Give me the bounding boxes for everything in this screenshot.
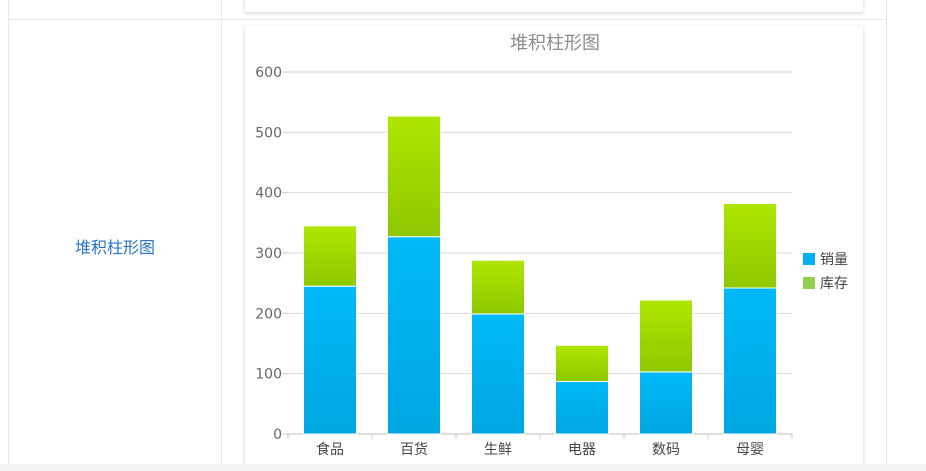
- x-tick-label: 数码: [652, 442, 680, 458]
- legend-label-0[interactable]: 销量: [820, 252, 848, 268]
- previous-chart-card: [245, 0, 863, 12]
- chart-title: 堆积柱形图: [510, 33, 600, 54]
- legend-swatch-0[interactable]: [803, 253, 815, 265]
- bar-sales-4[interactable]: [639, 371, 693, 435]
- x-tick-label: 食品: [316, 441, 344, 458]
- x-tick-label: 电器: [568, 442, 596, 458]
- y-tick-label: 600: [255, 65, 282, 81]
- y-tick-label: 200: [255, 306, 282, 322]
- y-tick-label: 400: [255, 186, 282, 202]
- bar-stock-3[interactable]: [555, 344, 609, 383]
- row-label-text[interactable]: 堆积柱形图: [74, 237, 155, 257]
- y-tick-label: 100: [255, 367, 282, 383]
- x-tick-label: 百货: [400, 441, 428, 458]
- bar-sales-2[interactable]: [471, 313, 525, 435]
- bar-sales-1[interactable]: [387, 236, 441, 435]
- bar-stock-5[interactable]: [723, 203, 777, 289]
- x-tick-label: 生鲜: [484, 442, 512, 458]
- table-column-divider: [221, 0, 222, 471]
- bar-stock-0[interactable]: [303, 225, 357, 287]
- bar-sales-3[interactable]: [555, 381, 609, 435]
- stacked-bar-chart-card: 堆积柱形图 0 100 200 300 400 500 600 食品 百货 生鲜 电器 数码 母婴 销…: [245, 26, 863, 471]
- legend-label-1[interactable]: 库存: [820, 276, 848, 292]
- bar-stock-1[interactable]: [387, 115, 441, 238]
- bar-stock-4[interactable]: [639, 299, 693, 373]
- chart-bars: [303, 115, 777, 435]
- x-axis-ticks: 食品 百货 生鲜 电器 数码 母婴: [287, 434, 793, 458]
- bar-stock-2[interactable]: [471, 259, 525, 315]
- bar-sales-0[interactable]: [303, 285, 357, 435]
- bottom-scroll-edge: [0, 464, 926, 471]
- y-tick-label: 300: [255, 246, 282, 262]
- legend-swatch-1[interactable]: [803, 277, 815, 289]
- row-label-link[interactable]: 堆积柱形图: [9, 20, 221, 471]
- bar-sales-5[interactable]: [723, 287, 777, 435]
- table-border-right: [886, 0, 887, 471]
- y-axis-ticks: 0 100 200 300 400 500 600: [255, 65, 282, 443]
- y-tick-label: 0: [273, 427, 282, 443]
- chart-gridlines: [282, 71, 792, 435]
- y-tick-label: 500: [255, 125, 282, 141]
- stacked-bar-chart: 堆积柱形图 0 100 200 300 400 500 600 食品 百货 生鲜 电器 数码 母婴 销…: [255, 33, 848, 458]
- x-tick-label: 母婴: [736, 442, 764, 458]
